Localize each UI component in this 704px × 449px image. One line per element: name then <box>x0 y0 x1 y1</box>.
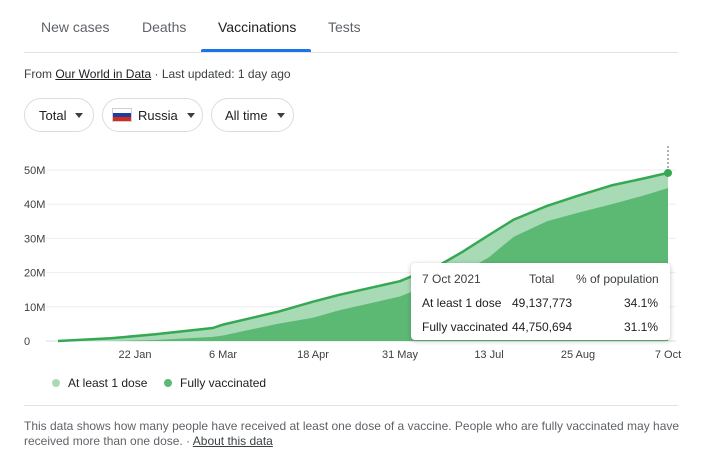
tab-tests[interactable]: Tests <box>328 19 361 35</box>
source-link[interactable]: Our World in Data <box>55 67 152 81</box>
country-dropdown[interactable]: Russia <box>102 98 203 132</box>
country-dropdown-label: Russia <box>138 107 178 123</box>
legend-at-least-one-dose: At least 1 dose <box>52 376 147 390</box>
y-tick-label: 50M <box>24 165 45 177</box>
tooltip-row-label: Fully vaccinated <box>422 320 509 334</box>
tab-bar: New cases Deaths Vaccinations Tests <box>24 0 678 53</box>
metric-dropdown[interactable]: Total <box>24 98 94 132</box>
y-tick-label: 0 <box>24 336 30 348</box>
data-note-separator: · <box>182 434 193 448</box>
tab-new-cases[interactable]: New cases <box>41 19 110 35</box>
data-note: This data shows how many people have rec… <box>24 419 684 449</box>
source-prefix: From <box>24 67 56 81</box>
y-tick-label: 20M <box>24 268 45 280</box>
x-tick-label: 18 Apr <box>297 349 329 361</box>
data-tooltip: 7 Oct 2021 Total % of population At leas… <box>411 263 670 340</box>
last-updated: · Last updated: 1 day ago <box>151 67 291 81</box>
y-tick-label: 10M <box>24 302 45 314</box>
about-this-data-link[interactable]: About this data <box>192 434 273 448</box>
tooltip-row-percent: 34.1% <box>623 296 658 310</box>
active-tab-indicator <box>201 49 311 52</box>
x-tick-label: 31 May <box>382 349 419 361</box>
tooltip-row-total: 49,137,773 <box>512 296 573 310</box>
legend-label-at-least-one-dose: At least 1 dose <box>68 376 148 390</box>
hover-point-marker <box>664 168 672 177</box>
y-tick-label: 30M <box>24 233 45 245</box>
tab-vaccinations[interactable]: Vaccinations <box>218 19 297 35</box>
chevron-down-icon <box>75 112 84 118</box>
tooltip-date: 7 Oct 2021 <box>422 272 481 286</box>
range-dropdown[interactable]: All time <box>211 98 294 132</box>
metric-dropdown-label: Total <box>39 107 67 123</box>
y-tick-label: 40M <box>24 199 45 211</box>
legend-swatch-at-least-one-dose <box>52 379 60 387</box>
chevron-down-icon <box>186 112 195 118</box>
legend-label-fully-vaccinated: Fully vaccinated <box>180 376 267 390</box>
russia-flag-icon <box>112 108 132 122</box>
chevron-down-icon <box>276 112 285 118</box>
tooltip-row-label: At least 1 dose <box>422 296 502 310</box>
tooltip-total-header: Total <box>529 272 555 286</box>
x-tick-label: 25 Aug <box>561 349 595 361</box>
tooltip-row-total: 44,750,694 <box>512 320 573 334</box>
footer-divider <box>24 405 678 406</box>
source-line: From Our World in Data · Last updated: 1… <box>24 67 291 81</box>
tooltip-row-percent: 31.1% <box>623 320 658 334</box>
legend-swatch-fully-vaccinated <box>164 379 172 387</box>
x-tick-label: 7 Oct <box>655 349 681 361</box>
legend-fully-vaccinated: Fully vaccinated <box>164 376 266 390</box>
x-tick-label: 22 Jan <box>118 349 151 361</box>
x-tick-label: 13 Jul <box>474 349 503 361</box>
tab-deaths[interactable]: Deaths <box>142 19 187 35</box>
x-tick-label: 6 Mar <box>209 349 237 361</box>
range-dropdown-label: All time <box>225 107 268 123</box>
tooltip-percent-header: % of population <box>576 272 659 286</box>
data-note-text: This data shows how many people have rec… <box>24 419 680 448</box>
